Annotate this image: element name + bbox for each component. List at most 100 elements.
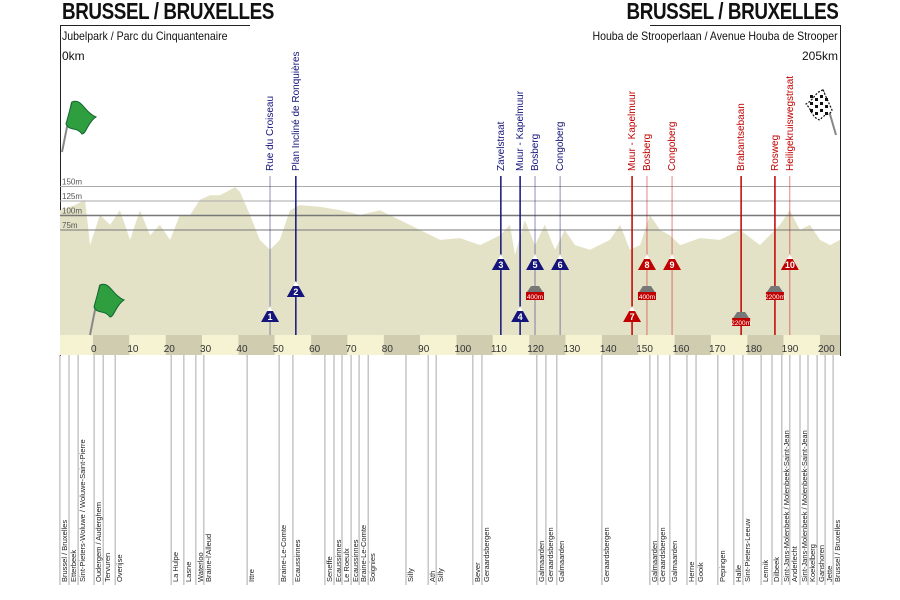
km-band-cell <box>492 335 530 355</box>
climb-marker-triangle <box>511 306 530 322</box>
climb-marker-triangle <box>663 254 682 270</box>
checker-square <box>820 109 823 112</box>
km-tick-label: 0 <box>91 344 97 355</box>
cobblestone-icon <box>766 286 783 292</box>
checker-square <box>815 105 818 108</box>
km-band-cell <box>347 335 384 355</box>
climb-number: 10 <box>785 260 795 270</box>
checker-square <box>825 112 828 115</box>
elevation-profile-area <box>60 187 840 335</box>
climb-number: 8 <box>644 260 649 270</box>
place-name: Silly <box>406 568 415 582</box>
cobblestone-icon <box>638 286 655 292</box>
km-band-cell <box>383 335 421 355</box>
snow-cap-icon <box>517 306 524 311</box>
place-name: Seneffe <box>325 556 334 582</box>
climb-marker-triangle <box>551 254 570 270</box>
place-name: Tervuren <box>103 553 112 582</box>
km-band-cell <box>565 335 602 355</box>
cobble-length-label: 400m <box>639 294 655 301</box>
km-band-cell <box>747 335 784 355</box>
km-band-cell <box>710 335 748 355</box>
place-name: Dilbeek <box>772 557 781 582</box>
snow-cap-icon <box>267 306 274 311</box>
place-name: Herne <box>687 562 696 582</box>
climb-number: 9 <box>670 260 675 270</box>
climb-marker-triangle <box>780 254 799 270</box>
climb-number: 5 <box>533 260 538 270</box>
km-tick-label: 170 <box>709 344 726 355</box>
km-tick-label: 140 <box>600 344 617 355</box>
place-name: Braine-l'Alleud <box>204 534 213 582</box>
km-tick-label: 80 <box>382 344 394 355</box>
place-name: Braine-Le-Comte <box>279 525 288 582</box>
km-band-cell <box>420 335 457 355</box>
place-name: Ganshoren <box>817 545 826 582</box>
checker-square <box>810 102 813 105</box>
cobble-length-label: 400m <box>527 294 543 301</box>
place-name: Sint-Jans-Molenbeek / Molenbeek-Saint-Je… <box>800 430 809 582</box>
km-band-cell <box>529 335 566 355</box>
climb-name-label: Muur - Kapelmuur <box>627 90 638 171</box>
place-name: Sint-Pieters-Woluwe / Woluwe-Saint-Pierr… <box>78 439 87 582</box>
km-band-cell <box>674 335 711 355</box>
start-location: Jubelpark / Parc du Cinquantenaire <box>62 29 228 43</box>
finish-city-title: BRUSSEL / BRUXELLES <box>626 0 838 24</box>
left-border <box>60 26 61 356</box>
elevation-tick-label: 75m <box>62 221 78 230</box>
place-name: Lennik <box>761 560 770 582</box>
finish-distance: 205km <box>801 49 838 63</box>
checker-square <box>810 95 813 98</box>
km-tick-label: 30 <box>200 344 212 355</box>
place-name: Silly <box>436 568 445 582</box>
elevation-tick-label: 150m <box>62 177 82 186</box>
place-name: Halle <box>734 565 743 582</box>
place-name: Oudergem / Auderghem <box>94 502 103 582</box>
cobble-length-label: 2200m <box>731 320 751 327</box>
km-tick-label: 200 <box>818 344 835 355</box>
place-name: Geraardsbergen <box>546 527 555 582</box>
km-tick-label: 100 <box>455 344 472 355</box>
km-band-cell <box>783 335 820 355</box>
climb-name-label: Rosweg <box>770 135 781 171</box>
climb-name-label: Zavelstraat <box>496 121 507 171</box>
checker-square <box>825 98 828 101</box>
place-name: Waterloo <box>196 552 205 582</box>
km-tick-label: 190 <box>782 344 799 355</box>
place-name: Lasne <box>184 562 193 582</box>
km-tick-label: 180 <box>745 344 762 355</box>
place-name: Ecaussinnes <box>334 539 343 582</box>
place-name: La Hulpe <box>171 552 180 582</box>
place-name: Ecaussinnes <box>351 539 360 582</box>
place-name: Etterbeek <box>69 550 78 582</box>
place-name: Overijse <box>115 554 124 582</box>
km-tick-label: 10 <box>127 344 139 355</box>
place-name: Sint-Pieters-Leeuw <box>743 518 752 582</box>
place-name: Gooik <box>696 562 705 582</box>
place-name: Anderlecht <box>790 545 799 582</box>
climb-marker-triangle <box>286 281 305 297</box>
km-tick-label: 120 <box>527 344 544 355</box>
snow-cap-icon <box>497 254 504 259</box>
cobble-length-badge <box>765 292 784 300</box>
place-name: Ath <box>428 571 437 582</box>
snow-cap-icon <box>643 254 650 259</box>
km-tick-label: 70 <box>345 344 357 355</box>
snow-cap-icon <box>532 254 539 259</box>
place-name: Ecaussinnes <box>293 539 302 582</box>
climb-marker-triangle <box>637 254 656 270</box>
km-band-cell <box>311 335 348 355</box>
cobblestone-icon <box>527 286 544 292</box>
km-tick-label: 40 <box>236 344 248 355</box>
place-name: Ittre <box>247 569 256 582</box>
km-tick-label: 150 <box>636 344 653 355</box>
km-band-cell <box>601 335 639 355</box>
km-band-cell <box>60 335 93 355</box>
climb-marker-triangle <box>491 254 510 270</box>
climb-name-label: Congoberg <box>555 122 566 171</box>
km-band-cell <box>129 335 166 355</box>
km-band-cell <box>93 335 130 355</box>
header-underline-left <box>60 25 250 26</box>
climb-name-label: Brabantsebaan <box>736 103 747 171</box>
